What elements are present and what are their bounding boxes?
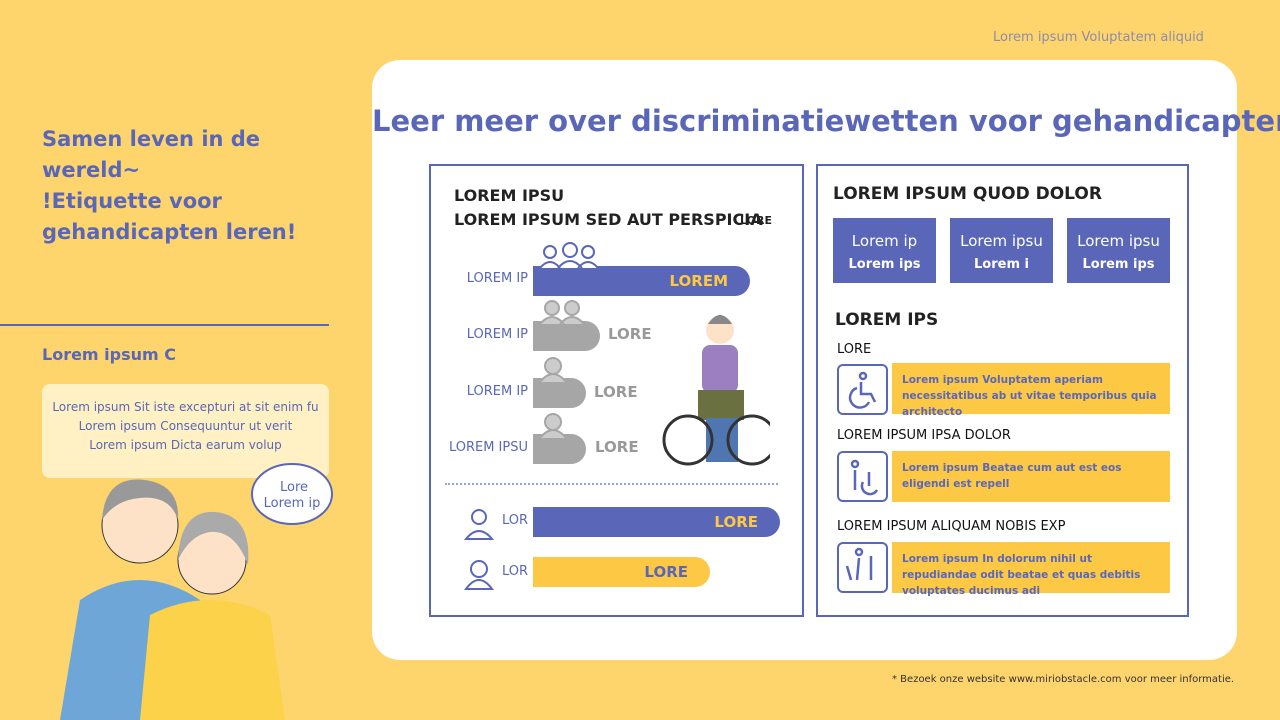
corner-label: LORE [740,214,772,227]
row-bar [533,434,586,464]
sidebar-title: Samen leven in de wereld~ !Etiquette voo… [42,124,296,248]
heading-line: LOREM IPSU [454,186,565,205]
tile: Lorem ipsu Lorem i [950,218,1053,283]
tile-line: Lorem ips [1082,257,1155,272]
tile-line: Lorem i [974,257,1029,272]
woman-body [140,600,285,720]
group-icon [539,242,599,269]
row-bar [533,321,600,351]
item-text: Lorem ipsum Voluptatem aperiam necessita… [892,363,1170,418]
item-text: Lorem ipsum In dolorum nihil ut repudian… [892,542,1170,597]
row-bar: LOREM [533,266,750,296]
tile-line: Lorem ipsu [1077,232,1160,250]
item-glyphs [845,371,879,581]
note-line: Lorem ipsum Consequuntur ut verit [78,419,293,433]
title-line: gehandicapten leren! [42,220,297,244]
heading-line: LOREM IPSUM SED AUT PERSPICIA [454,210,763,229]
person-icon [539,357,567,439]
item-label: LOREM IPSUM IPSA DOLOR [837,428,1011,443]
tile-line: Lorem ipsu [960,232,1043,250]
pair-icon [539,300,585,325]
bar-text: LORE [714,513,758,531]
gender-bar: LORE [533,557,710,587]
note-line: Lorem ipsum Dicta earum volup [89,438,282,452]
tile: Lorem ipsu Lorem ips [1067,218,1170,283]
man-hair [102,479,179,520]
illustration: Lore Lorem ip [60,463,333,720]
gender-icons [463,509,495,590]
note-line: Lorem ipsum Sit iste excepturi at sit en… [52,400,319,414]
icons [539,242,770,466]
tile: Lorem ip Lorem ips [833,218,936,283]
bubble-line: Lorem ip [264,496,321,511]
gender-label: LOR [502,513,529,528]
bar-text: LORE [595,438,639,456]
bar-text: LORE [594,383,638,401]
dotted-divider [445,483,778,485]
sidebar-subtitle: Lorem ipsum C [42,345,177,364]
title-line: !Etiquette voor [42,189,222,213]
right-heading: LOREM IPSUM QUOD DOLOR [833,184,1102,204]
footer-note: * Bezoek onze website www.miriobstacle.c… [892,674,1235,685]
item-text: Lorem ipsum Beatae cum aut est eos elige… [892,451,1170,502]
tagline: Lorem ipsum Voluptatem aliquid [993,30,1204,45]
item-icon [837,451,888,502]
woman-hair [178,511,249,565]
row-label: LOREM IP [466,384,528,399]
bar-text: LORE [644,563,688,581]
bar-text: LORE [608,325,652,343]
title-line: Samen leven in de [42,127,261,151]
wheelchair-person [662,315,770,466]
row-label: LOREM IPSU [448,440,528,455]
title-line: wereld~ [42,158,141,182]
section-title: LOREM IPS [835,310,939,330]
main-title: Leer meer over discriminatiewetten voor … [372,104,1280,138]
note-box: Lorem ipsum Sit iste excepturi at sit en… [42,384,329,478]
item-label: LORE [837,342,872,357]
row-label: LOREM IP [466,271,528,286]
item-label: LOREM IPSUM ALIQUAM NOBIS EXP [837,519,1066,534]
row-label: LOREM IP [466,327,528,342]
gender-label: LOR [502,564,529,579]
tile-line: Lorem ip [851,232,918,250]
speech-bubble [251,463,333,525]
row-bar [533,378,586,408]
left-heading: LOREM IPSU LOREM IPSUM SED AUT PERSPICIA [454,184,763,232]
divider [0,324,329,326]
bubble-line: Lore [280,480,308,495]
gender-bar: LORE [533,507,780,537]
tile-line: Lorem ips [848,257,921,272]
bar-text: LOREM [669,272,729,290]
